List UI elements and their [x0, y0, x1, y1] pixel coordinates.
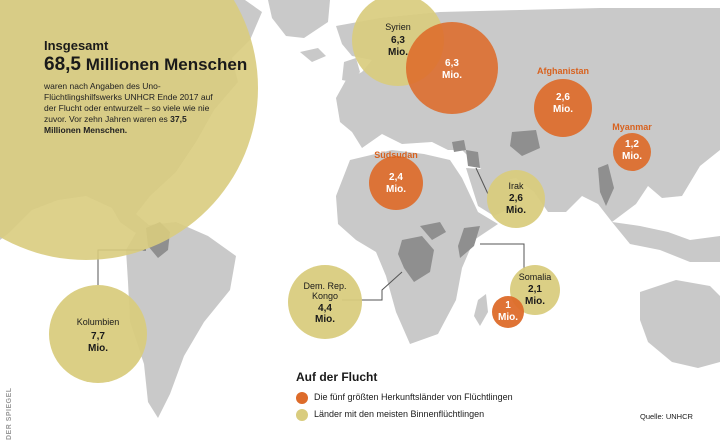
country-name-myanmar: Myanmar — [612, 122, 652, 132]
myanmar-shape — [598, 164, 614, 206]
label-irak: Irak 2,6 Mio. — [486, 181, 546, 216]
greenland — [268, 0, 330, 38]
country-value-kongo: 4,4 — [318, 302, 332, 314]
iraq-shape — [466, 150, 480, 168]
label-myanmar: Myanmar 1,2 Mio. — [602, 122, 662, 162]
label-suedsudan: Südsudan 2,4 Mio. — [360, 150, 432, 195]
country-unit-suedsudan: Mio. — [386, 183, 406, 195]
southeast-asia-islands — [612, 222, 720, 262]
legend: Auf der Flucht — [296, 370, 596, 384]
summary-body-bold: 37,5 Millionen Menschen. — [44, 114, 187, 136]
country-name-kolumbien: Kolumbien — [76, 317, 120, 327]
country-value-irak: 2,6 — [509, 193, 523, 205]
country-name-irak: Irak — [508, 181, 524, 191]
bubble-kongo — [288, 265, 362, 339]
summary-block: Insgesamt 68,5 Millionen Menschen waren … — [44, 38, 264, 136]
country-value-kolumbien: 7,7 — [91, 331, 105, 343]
label-afghanistan: Afghanistan 2,6 Mio. — [523, 66, 603, 115]
bubble-myanmar — [613, 133, 651, 171]
summary-unit: Millionen Menschen — [85, 55, 248, 74]
country-name-somalia: Somalia — [518, 272, 552, 282]
legend-item-herkunft: Die fünf größten Herkunftsländer von Flü… — [314, 392, 513, 402]
afghanistan-shape — [510, 130, 540, 156]
country-unit-irak: Mio. — [506, 204, 526, 216]
country-name-kongo: Dem. Rep. Kongo — [303, 281, 347, 302]
legend-dot-herkunft — [296, 392, 308, 404]
south-america — [126, 222, 236, 418]
australia — [640, 280, 720, 368]
syria-shape — [452, 140, 466, 152]
label-kongo: Dem. Rep. Kongo 4,4 Mio. — [285, 281, 365, 326]
summary-lead: Insgesamt — [44, 38, 109, 53]
summary-body: waren nach Angaben des Uno-Flüchtlingshi… — [44, 81, 222, 136]
bubble-kolumbien — [49, 285, 147, 383]
credit-text: DER SPIEGEL — [6, 387, 13, 440]
country-value-myanmar: 1,2 — [625, 139, 639, 151]
somalia-shape — [458, 226, 480, 258]
label-kolumbien: Kolumbien 7,7 Mio. — [58, 317, 138, 354]
japan — [690, 110, 710, 142]
british-isles — [342, 58, 360, 82]
country-value-afghanistan: 2,6 — [556, 92, 570, 104]
country-value-somalia-refugees: 1 — [505, 300, 511, 311]
legend-title: Auf der Flucht — [296, 370, 378, 384]
label-syrien-idp: Syrien 6,3 Mio. — [368, 22, 428, 58]
legend-item-binnen: Länder mit den meisten Binnenflüchtlinge… — [314, 409, 485, 419]
country-unit-somalia-idp: Mio. — [525, 295, 545, 307]
country-value-suedsudan: 2,4 — [389, 172, 403, 184]
country-value-syrien-refugees: 6,3 — [445, 58, 459, 69]
country-value-syrien-idp: 6,3 — [391, 35, 405, 47]
label-somalia-refugees: 1 Mio. — [493, 300, 523, 323]
iceland — [300, 48, 326, 62]
country-unit-somalia-refugees: Mio. — [498, 311, 518, 323]
bubble-somalia-refugees — [492, 296, 524, 328]
connector-kongo — [342, 271, 403, 301]
summary-body-text: waren nach Angaben des Uno-Flüchtlingshi… — [44, 81, 213, 125]
country-value-somalia-idp: 2,1 — [528, 284, 542, 296]
country-bubbles — [49, 0, 651, 383]
connector-irak — [475, 167, 489, 195]
drc-shape — [398, 236, 434, 282]
bubble-somalia-idp — [510, 265, 560, 315]
country-unit-myanmar: Mio. — [622, 150, 642, 162]
bubble-syrien-refugees — [406, 22, 498, 114]
bubble-suedsudan — [369, 156, 423, 210]
label-syrien-refugees: 6,3 Mio. — [432, 58, 472, 81]
country-unit-syrien-idp: Mio. — [388, 46, 408, 58]
country-name-syrien: Syrien — [385, 22, 411, 32]
summary-headline: 68,5 Millionen Menschen — [44, 54, 264, 76]
country-unit-kolumbien: Mio. — [88, 342, 108, 354]
country-unit-kongo: Mio. — [315, 314, 335, 326]
legend-dot-binnen — [296, 409, 308, 421]
source-note: Quelle: UNHCR — [640, 412, 693, 421]
bubble-irak — [487, 170, 545, 228]
country-unit-syrien-refugees: Mio. — [442, 69, 462, 81]
country-name-afghanistan: Afghanistan — [536, 66, 589, 76]
country-unit-afghanistan: Mio. — [553, 103, 573, 115]
label-somalia-idp: Somalia 2,1 Mio. — [505, 272, 565, 307]
highlighted-countries — [146, 130, 614, 282]
bubble-afghanistan — [534, 79, 592, 137]
south-sudan-shape — [420, 222, 446, 240]
total-bubble — [0, 0, 258, 260]
connector-somalia — [480, 243, 525, 272]
country-name-suedsudan: Südsudan — [374, 150, 418, 160]
madagascar — [474, 294, 488, 326]
summary-number: 68,5 — [44, 54, 81, 75]
